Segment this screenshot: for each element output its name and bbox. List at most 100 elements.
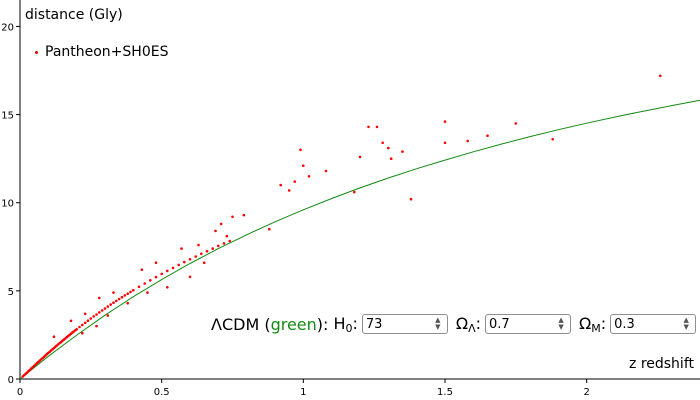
data-point bbox=[143, 282, 146, 285]
data-point bbox=[154, 261, 158, 265]
data-point bbox=[95, 313, 98, 316]
y-tick-label: 10 bbox=[1, 199, 14, 210]
omega-lambda-label: ΩΛ: bbox=[455, 313, 482, 335]
x-tick-label: 1 bbox=[300, 387, 306, 398]
data-point bbox=[117, 297, 121, 301]
data-point bbox=[307, 175, 311, 178]
omega-m-stepper-arrows-icon[interactable]: ▲ ▼ bbox=[683, 316, 689, 331]
data-point bbox=[52, 335, 56, 339]
data-point bbox=[443, 141, 447, 145]
data-point bbox=[211, 247, 214, 250]
data-point bbox=[120, 295, 124, 299]
data-point bbox=[106, 305, 110, 308]
data-point bbox=[293, 180, 297, 183]
data-point bbox=[299, 148, 302, 152]
data-point bbox=[154, 275, 158, 279]
data-point bbox=[242, 213, 246, 217]
data-point bbox=[146, 291, 149, 294]
data-point bbox=[78, 325, 81, 329]
data-point bbox=[279, 183, 283, 187]
chart-legend: Pantheon+SH0ES bbox=[35, 44, 168, 60]
data-point bbox=[115, 299, 118, 303]
data-point bbox=[231, 215, 234, 219]
data-point bbox=[81, 323, 84, 327]
omega-lambda-stepper-arrows-icon[interactable]: ▲ ▼ bbox=[558, 316, 564, 331]
data-point bbox=[95, 324, 98, 328]
omega-m-stepper[interactable]: ▲▼ bbox=[610, 314, 697, 334]
model-label-suffix: ): bbox=[316, 314, 329, 334]
y-tick-label: 20 bbox=[1, 22, 14, 33]
data-point bbox=[86, 319, 90, 323]
data-point bbox=[129, 290, 132, 294]
data-point bbox=[171, 266, 175, 270]
omega-lambda-stepper[interactable]: ▲▼ bbox=[485, 314, 572, 334]
data-point bbox=[214, 229, 217, 233]
data-point bbox=[466, 139, 470, 143]
data-point bbox=[126, 292, 129, 296]
data-point bbox=[106, 314, 110, 317]
data-point bbox=[514, 122, 518, 125]
data-point bbox=[443, 120, 447, 123]
data-point bbox=[180, 247, 183, 250]
data-point bbox=[381, 141, 385, 145]
data-point bbox=[183, 260, 186, 264]
data-point bbox=[387, 146, 390, 150]
data-point bbox=[409, 197, 413, 201]
data-point bbox=[375, 125, 379, 129]
data-point bbox=[123, 294, 127, 297]
data-point bbox=[112, 291, 115, 294]
data-point bbox=[205, 249, 209, 253]
data-point bbox=[217, 244, 220, 248]
x-tick-label: 0 bbox=[17, 387, 23, 398]
x-tick-label: 1.5 bbox=[437, 387, 453, 398]
data-point bbox=[112, 301, 115, 305]
y-axis-title: distance (Gly) bbox=[25, 7, 123, 23]
h0-stepper-arrows-icon[interactable]: ▲ ▼ bbox=[435, 316, 441, 331]
data-point bbox=[166, 286, 169, 289]
data-point bbox=[100, 309, 104, 312]
data-point bbox=[188, 275, 192, 279]
data-point bbox=[166, 269, 169, 273]
data-point bbox=[160, 272, 163, 276]
data-point bbox=[202, 261, 206, 265]
data-point bbox=[188, 258, 192, 261]
h0-stepper[interactable]: ▲▼ bbox=[361, 314, 448, 334]
data-point bbox=[132, 288, 135, 292]
data-point bbox=[137, 285, 141, 289]
omega-m-label: ΩM: bbox=[579, 313, 607, 335]
omega-m-input[interactable] bbox=[614, 316, 675, 332]
data-point bbox=[389, 157, 393, 160]
data-point bbox=[268, 227, 271, 231]
data-point bbox=[103, 307, 107, 310]
data-point bbox=[98, 296, 101, 300]
model-label-prefix: ΛCDM ( bbox=[211, 314, 271, 334]
x-axis-title: z redshift bbox=[629, 356, 694, 372]
data-points bbox=[21, 74, 662, 378]
x-tick-label: 0.5 bbox=[154, 387, 170, 398]
data-point bbox=[75, 328, 78, 331]
data-point bbox=[353, 190, 356, 194]
data-point bbox=[89, 317, 93, 320]
model-color-word: green bbox=[270, 314, 317, 334]
lcdm-fit-line bbox=[19, 99, 700, 380]
data-point bbox=[149, 279, 152, 282]
h0-input[interactable] bbox=[365, 316, 426, 332]
data-point bbox=[358, 155, 362, 159]
data-point bbox=[126, 301, 129, 305]
data-point bbox=[486, 134, 489, 137]
y-tick-label: 0 bbox=[8, 375, 14, 386]
omega-lambda-input[interactable] bbox=[489, 316, 550, 332]
data-point bbox=[109, 303, 112, 306]
data-point bbox=[401, 150, 404, 153]
x-tick-label: 2 bbox=[583, 387, 589, 398]
data-point bbox=[302, 164, 305, 167]
data-point bbox=[551, 138, 554, 141]
data-point bbox=[140, 268, 144, 272]
data-point bbox=[222, 242, 226, 245]
data-point bbox=[367, 125, 370, 129]
data-point bbox=[83, 321, 87, 325]
data-point bbox=[81, 331, 84, 335]
data-point bbox=[219, 222, 223, 226]
